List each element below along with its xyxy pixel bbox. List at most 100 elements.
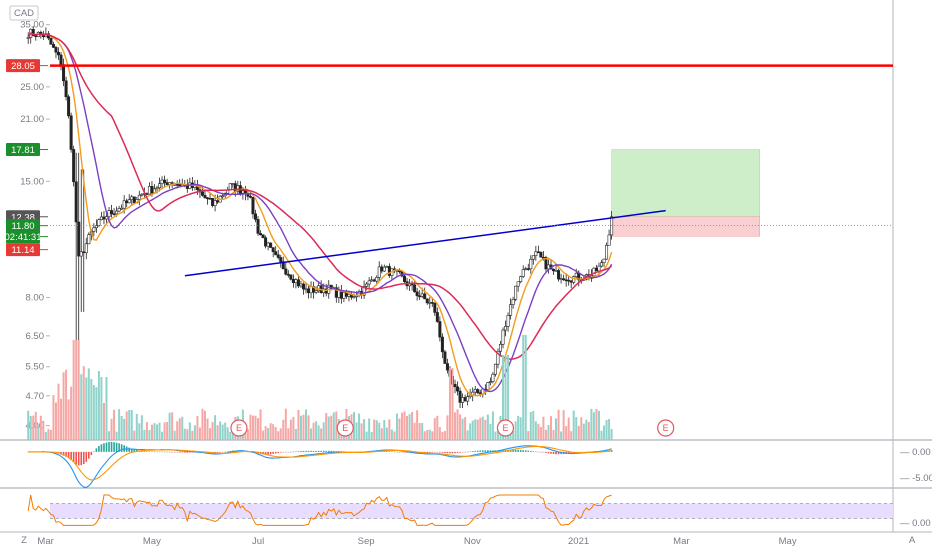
macd-hist-bar xyxy=(161,451,163,453)
candle-body xyxy=(600,262,604,267)
stop-zone[interactable] xyxy=(611,216,760,237)
earnings-marker[interactable] xyxy=(230,419,248,437)
volume-bar xyxy=(178,418,181,440)
candle-body xyxy=(279,257,283,262)
candle-body xyxy=(256,219,260,234)
volume-bar xyxy=(244,429,247,440)
target-zone[interactable] xyxy=(611,149,760,218)
macd-hist-bar xyxy=(540,451,542,453)
volume-bar xyxy=(39,415,42,440)
candle-body xyxy=(211,198,215,206)
volume-bar xyxy=(408,414,411,440)
candle-body xyxy=(276,254,280,258)
time-axis-label: Sep xyxy=(358,536,375,547)
trendline[interactable] xyxy=(184,209,666,277)
macd-hist-bar xyxy=(151,451,153,452)
macd-hist-bar xyxy=(80,451,83,466)
volume-bar xyxy=(191,430,194,440)
macd-hist-bar xyxy=(98,445,100,452)
volume-bar xyxy=(610,428,613,440)
candle-body xyxy=(59,54,63,65)
volume-bar xyxy=(65,369,68,440)
macd-hist-bar xyxy=(214,451,216,453)
volume-bar xyxy=(100,377,103,440)
volume-bar xyxy=(305,409,308,440)
volume-bar xyxy=(95,387,98,440)
volume-bar xyxy=(254,415,257,440)
candle-body xyxy=(120,207,124,210)
price-tick-label: 6.50 xyxy=(26,331,45,342)
volume-bar xyxy=(519,417,522,440)
time-axis-label: Jul xyxy=(252,536,264,547)
volume-bar xyxy=(383,420,386,440)
candle-body xyxy=(458,390,462,403)
earnings-marker-label: E xyxy=(663,423,669,433)
volume-bar xyxy=(317,425,320,440)
candle-body xyxy=(382,266,386,272)
volume-bar xyxy=(570,431,573,440)
price-badge-label: 28.05 xyxy=(11,61,35,72)
candle-body xyxy=(539,252,543,258)
candle-body xyxy=(496,350,500,365)
volume-bar xyxy=(603,425,606,440)
macd-hist-bar xyxy=(459,451,461,453)
volume-bar xyxy=(585,419,588,440)
macd-hist-bar xyxy=(130,448,133,452)
candle-body xyxy=(370,279,374,282)
macd-hist-bar xyxy=(580,451,583,453)
macd-hist-bar xyxy=(143,451,146,452)
candle-body xyxy=(380,266,384,272)
volume-bar xyxy=(416,410,419,440)
macd-hist-bar xyxy=(335,451,338,452)
macd-hist-bar xyxy=(287,451,290,453)
macd-hist-bar xyxy=(189,451,191,453)
candle-body xyxy=(559,278,563,280)
volume-bar xyxy=(544,429,547,440)
volume-bar xyxy=(176,421,179,440)
earnings-marker[interactable] xyxy=(336,419,354,437)
volume-bar xyxy=(193,425,196,440)
macd-hist-bar xyxy=(158,451,161,453)
volume-bar xyxy=(206,418,209,440)
candle-body xyxy=(301,283,305,290)
volume-bar xyxy=(325,413,328,440)
volume-bar xyxy=(196,416,199,440)
volume-bar xyxy=(373,419,376,440)
macd-hist-bar xyxy=(537,451,540,453)
candle-body xyxy=(69,115,73,150)
macd-hist-bar xyxy=(461,451,464,453)
volume-bar xyxy=(491,411,494,440)
macd-hist-bar xyxy=(557,451,560,455)
candle-body xyxy=(514,285,518,300)
candle-body xyxy=(440,336,444,353)
candle-body xyxy=(473,389,477,393)
volume-bar xyxy=(426,430,429,440)
candle-body xyxy=(137,194,141,200)
currency-badge xyxy=(9,5,39,21)
volume-bar xyxy=(110,418,113,440)
candle-body xyxy=(264,237,268,247)
volume-bar xyxy=(539,427,542,440)
volume-bar xyxy=(259,409,262,440)
volume-bar xyxy=(287,428,290,440)
volume-bar xyxy=(587,421,590,440)
price-badge xyxy=(6,243,40,257)
volume-bar xyxy=(403,411,406,440)
macd-signal-line xyxy=(28,445,612,481)
volume-bar xyxy=(330,415,333,440)
price-tick-label: 25.00 xyxy=(20,82,44,93)
macd-hist-bar xyxy=(529,450,532,452)
macd-hist-bar xyxy=(532,451,535,452)
candle-body xyxy=(362,286,366,296)
volume-bar xyxy=(209,428,212,440)
volume-bar xyxy=(62,372,65,440)
volume-bar xyxy=(532,411,535,440)
macd-hist-bar xyxy=(110,441,113,452)
macd-hist-bar xyxy=(219,451,221,453)
candle-body xyxy=(259,233,263,236)
earnings-marker[interactable] xyxy=(657,419,675,437)
earnings-marker[interactable] xyxy=(496,419,515,437)
candle-body xyxy=(84,243,88,254)
volume-bar xyxy=(557,409,560,440)
